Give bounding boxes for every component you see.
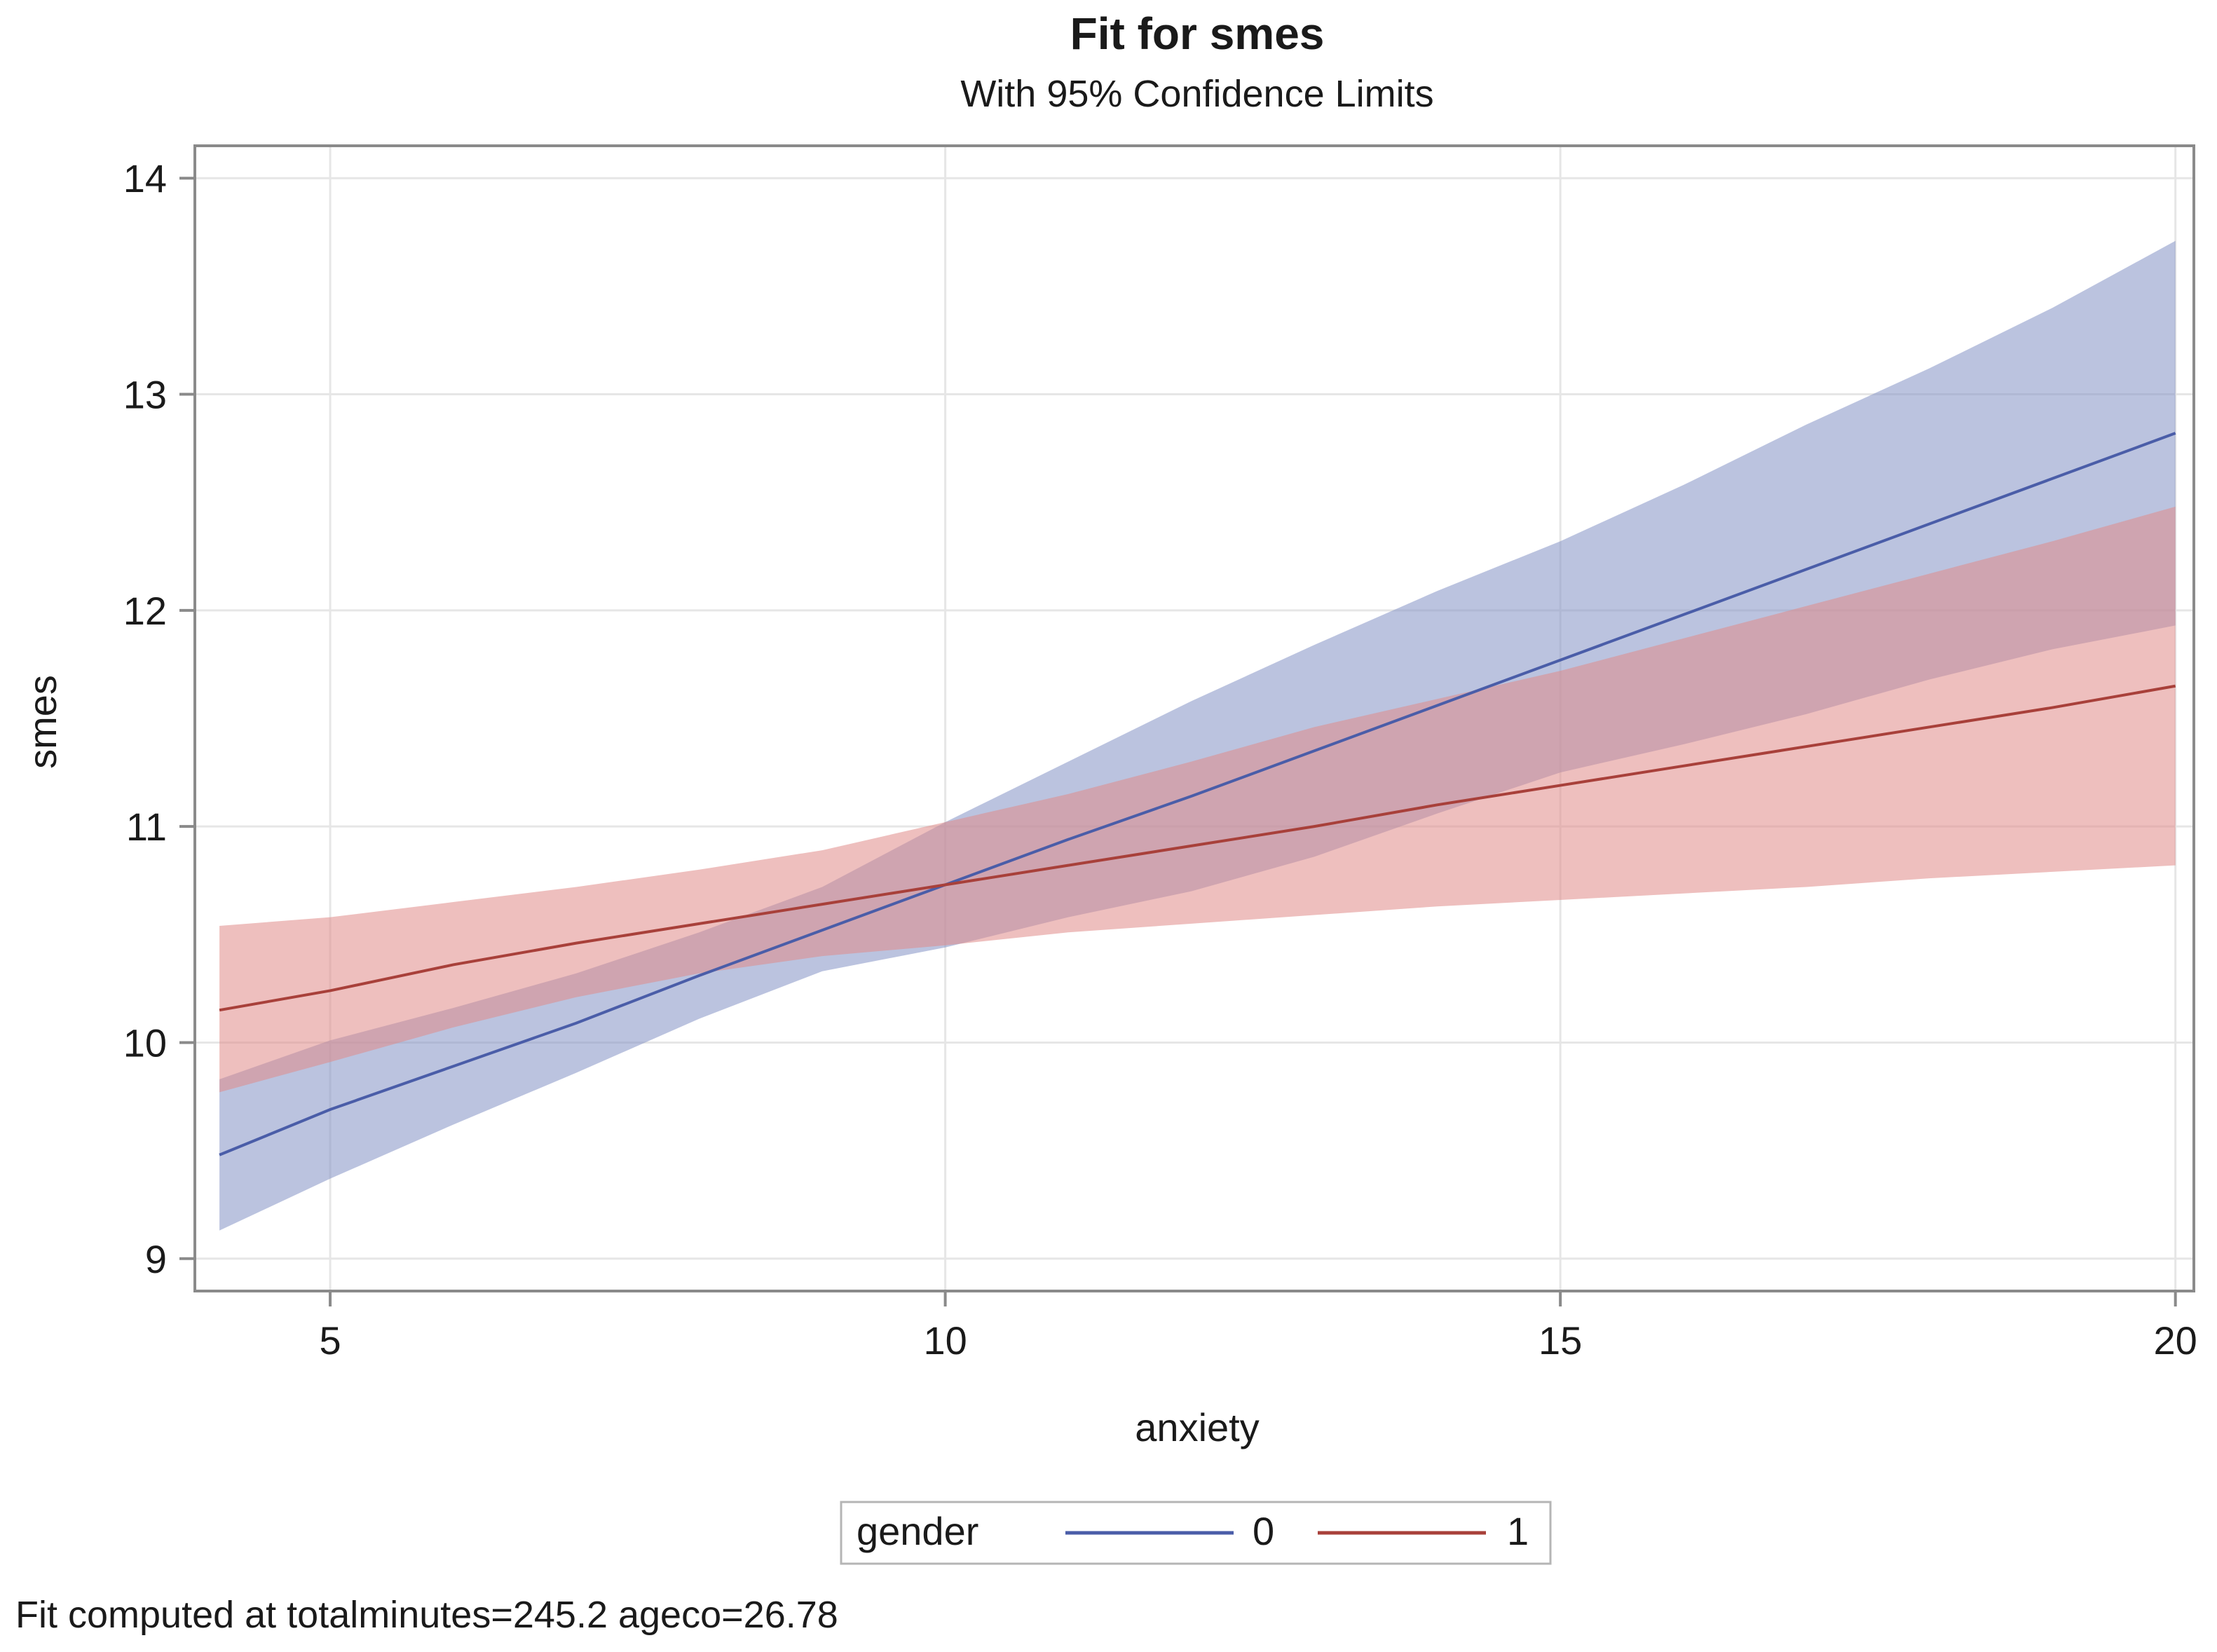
x-tick-label-20: 20 [2154, 1318, 2197, 1363]
y-tick-label-9: 9 [145, 1237, 167, 1281]
legend-label-0: 0 [1253, 1509, 1274, 1553]
fit-line-gender-1 [219, 684, 2176, 1012]
y-tick-label-12: 12 [123, 589, 167, 633]
chart-title: Fit for smes [1070, 8, 1325, 59]
x-tick-label-15: 15 [1539, 1318, 1582, 1363]
confidence-band-gender-0 [219, 240, 2176, 1231]
y-tick-label-10: 10 [123, 1020, 167, 1065]
confidence-bands [219, 240, 2176, 1231]
legend-title: gender [857, 1509, 978, 1553]
x-axis-label: anxiety [1135, 1405, 1259, 1449]
legend: gender 0 1 [840, 1501, 1552, 1565]
legend-label-1: 1 [1507, 1509, 1529, 1553]
plot-frame [193, 144, 2195, 1292]
x-tick-label-5: 5 [319, 1318, 341, 1363]
x-axis: 5 10 15 20 [319, 1291, 2197, 1363]
chart-subtitle: With 95% Confidence Limits [960, 73, 1433, 115]
confidence-band-gender-1 [219, 506, 2176, 1093]
fit-line-gender-0 [219, 432, 2176, 1156]
y-tick-label-11: 11 [126, 805, 167, 849]
fit-lines [219, 432, 2176, 1156]
y-tick-label-13: 13 [123, 373, 167, 417]
x-tick-label-10: 10 [923, 1318, 967, 1363]
y-axis: 9 10 11 12 13 14 [123, 156, 195, 1281]
footnote: Fit computed at totalminutes=245.2 ageco… [15, 1594, 838, 1636]
y-tick-label-14: 14 [123, 156, 167, 200]
y-axis-label: smes [20, 675, 64, 769]
